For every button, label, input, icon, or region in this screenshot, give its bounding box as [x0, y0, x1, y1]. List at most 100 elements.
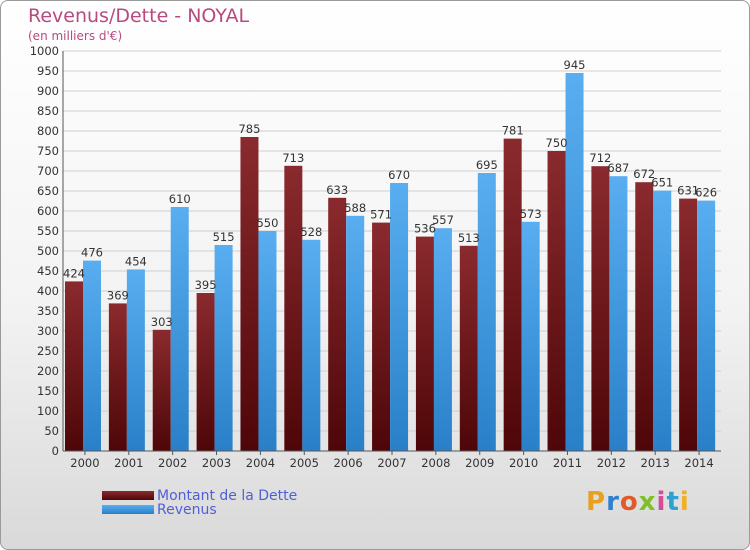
bar-debt [503, 138, 522, 451]
bar-debt [547, 151, 566, 451]
y-tick-label: 600 [37, 204, 59, 218]
y-tick-label: 900 [37, 84, 59, 98]
data-label: 528 [300, 225, 322, 239]
data-label: 303 [151, 315, 173, 329]
bar-revenus [609, 176, 628, 451]
data-label: 550 [256, 216, 278, 230]
data-label: 712 [589, 151, 611, 165]
x-tick-label: 2007 [377, 456, 406, 470]
bar-revenus [390, 183, 409, 451]
x-tick-label: 2011 [553, 456, 582, 470]
bar-debt [372, 222, 391, 451]
data-label: 571 [370, 208, 392, 222]
proxiti-logo: Proxiti [586, 487, 690, 517]
bar-debt [328, 197, 347, 451]
legend-swatch-debt [102, 491, 154, 500]
bar-revenus [433, 228, 452, 451]
y-tick-label: 750 [37, 144, 59, 158]
data-label: 945 [564, 58, 586, 72]
chart-subtitle: (en milliers d'€) [28, 29, 123, 43]
data-label: 670 [388, 168, 410, 182]
logo-letter: P [586, 487, 607, 517]
bar-debt [679, 198, 698, 451]
bar-debt [591, 166, 610, 451]
x-tick-label: 2002 [158, 456, 187, 470]
bar-revenus [258, 231, 277, 451]
y-tick-label: 250 [37, 344, 59, 358]
logo-letter: o [619, 487, 639, 517]
x-tick-label: 2001 [114, 456, 143, 470]
bar-revenus [477, 173, 496, 451]
data-label: 695 [476, 158, 498, 172]
x-tick-label: 2003 [202, 456, 231, 470]
x-tick-label: 2009 [465, 456, 494, 470]
bar-revenus [697, 200, 716, 451]
data-label: 713 [282, 151, 304, 165]
x-tick-label: 2014 [684, 456, 713, 470]
y-tick-label: 550 [37, 224, 59, 238]
data-label: 395 [195, 278, 217, 292]
axis-layer: 0 50 100 150 200 250 300 350 400 450 500 550 600 650 7… [30, 44, 721, 470]
legend-item-revenus: Revenus [102, 501, 217, 518]
legend-swatch-revenus [102, 505, 154, 514]
data-label: 610 [169, 192, 191, 206]
bar-debt [152, 329, 171, 451]
bar-debt [65, 281, 83, 451]
data-label: 424 [63, 266, 85, 280]
bar-revenus [214, 245, 233, 451]
bar-revenus [346, 215, 365, 451]
legend-label-debt: Montant de la Dette [157, 487, 298, 504]
logo-letter: i [679, 487, 690, 517]
x-tick-label: 2008 [421, 456, 450, 470]
y-tick-label: 100 [37, 404, 59, 418]
logo-letter: t [666, 487, 680, 517]
y-tick-label: 1000 [30, 44, 59, 58]
bars-layer [65, 73, 716, 452]
x-tick-label: 2010 [509, 456, 538, 470]
bar-revenus [170, 207, 189, 451]
bar-debt [108, 303, 127, 451]
x-tick-label: 2000 [70, 456, 99, 470]
bar-revenus [653, 190, 672, 451]
bar-revenus [565, 73, 584, 451]
data-label: 536 [414, 222, 436, 236]
x-tick-label: 2004 [246, 456, 275, 470]
x-tick-label: 2006 [333, 456, 362, 470]
data-label: 785 [238, 122, 260, 136]
legend-label-revenus: Revenus [157, 501, 217, 518]
data-label: 476 [81, 246, 103, 260]
y-tick-label: 50 [44, 424, 59, 438]
y-tick-label: 350 [37, 304, 59, 318]
data-label: 573 [520, 207, 542, 221]
x-tick-label: 2013 [641, 456, 670, 470]
bar-revenus [302, 239, 321, 451]
y-tick-label: 150 [37, 384, 59, 398]
data-label: 369 [107, 288, 129, 302]
y-tick-label: 800 [37, 124, 59, 138]
data-label: 513 [458, 231, 480, 245]
y-tick-label: 300 [37, 324, 59, 338]
y-tick-label: 850 [37, 104, 59, 118]
bar-debt [415, 236, 434, 451]
y-tick-label: 700 [37, 164, 59, 178]
y-tick-label: 650 [37, 184, 59, 198]
y-tick-label: 0 [52, 444, 59, 458]
bar-debt [635, 182, 654, 451]
logo-letter: r [606, 487, 620, 517]
data-label: 633 [326, 183, 348, 197]
bar-revenus [126, 269, 145, 451]
x-tick-label: 2005 [290, 456, 319, 470]
data-label: 557 [432, 213, 454, 227]
data-label: 651 [651, 176, 673, 190]
data-label: 750 [546, 136, 568, 150]
data-label: 454 [125, 254, 147, 268]
labels-layer: 424 476 369 454 303 610 395 515 785 550 713 528 633 5… [63, 58, 717, 329]
bar-revenus [83, 260, 101, 451]
x-tick-label: 2012 [597, 456, 626, 470]
data-label: 631 [677, 184, 699, 198]
y-tick-label: 400 [37, 284, 59, 298]
y-tick-label: 950 [37, 64, 59, 78]
data-label: 588 [344, 201, 366, 215]
